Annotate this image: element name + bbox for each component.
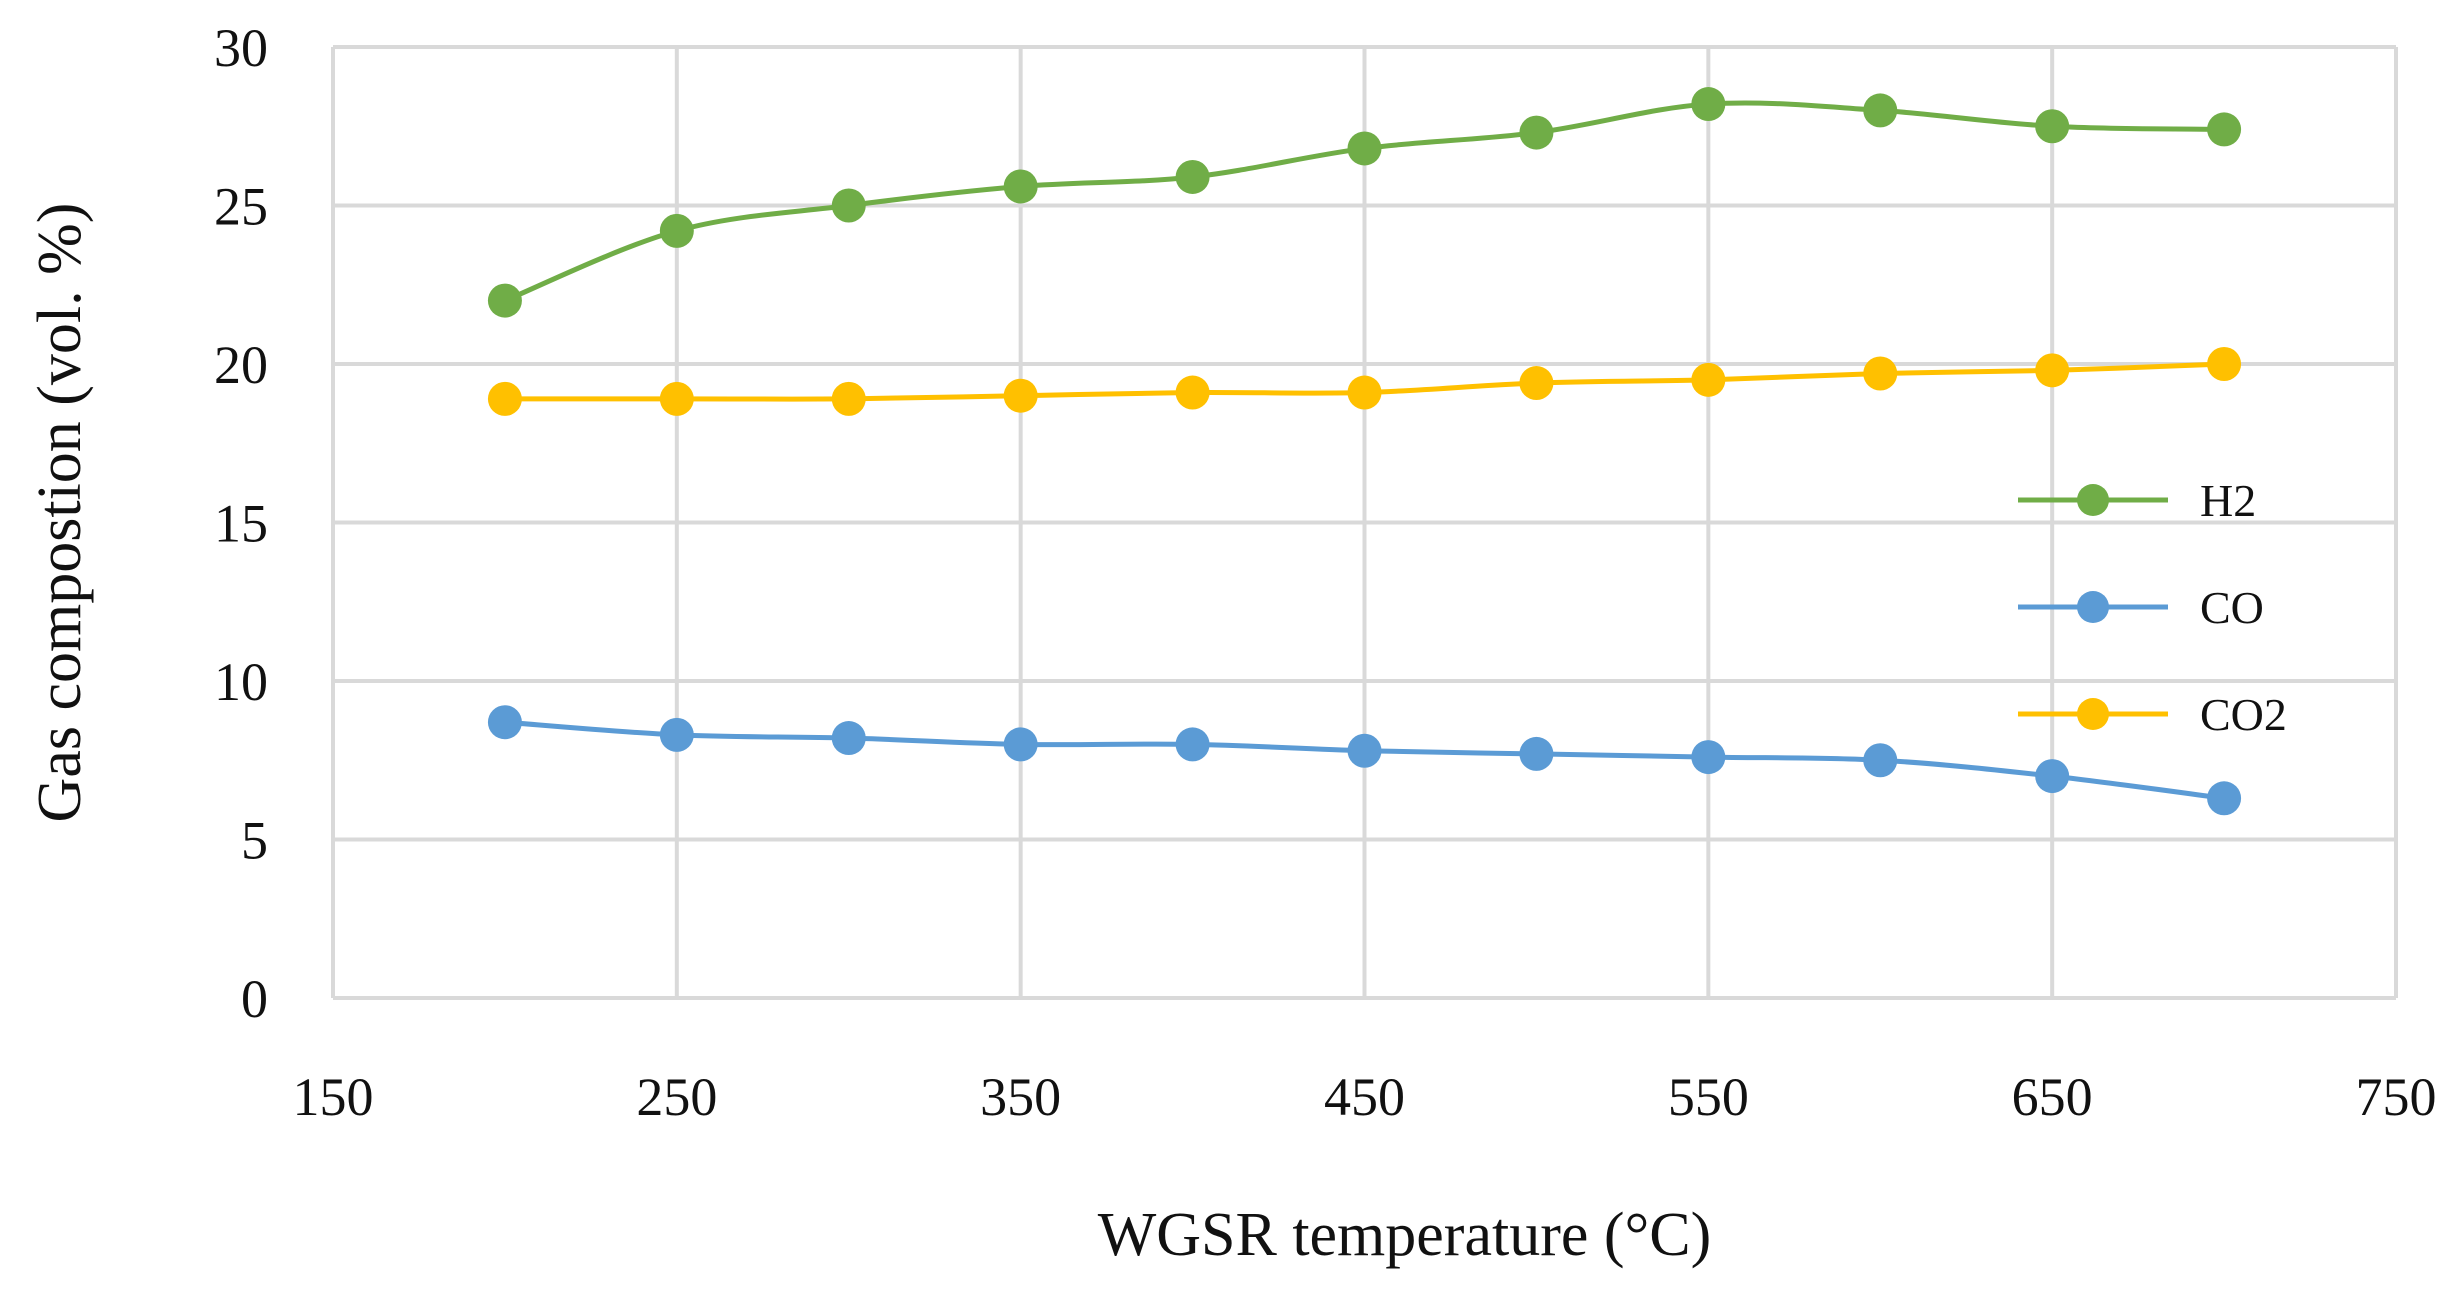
legend-marker-h2	[2077, 484, 2109, 516]
data-point-co2-500	[1519, 366, 1554, 401]
x-tick-label-1: 250	[636, 1067, 717, 1127]
data-point-co-350	[1003, 727, 1038, 762]
y-tick-label-4: 20	[214, 335, 268, 395]
grid	[331, 45, 2398, 1000]
legend-entry-co: CO	[2018, 582, 2264, 633]
data-point-co-700	[2207, 781, 2242, 816]
legend-marker-co	[2077, 591, 2109, 623]
data-point-h2-500	[1519, 115, 1554, 150]
data-point-co2-600	[1863, 356, 1898, 391]
data-point-co2-250	[659, 381, 694, 416]
legend-marker-co2	[2077, 698, 2109, 730]
data-point-co-250	[659, 717, 694, 752]
y-axis-title: Gas compostion (vol. %)	[26, 203, 94, 823]
data-point-h2-350	[1003, 169, 1038, 204]
data-point-co2-200	[487, 381, 522, 416]
data-point-h2-650	[2035, 109, 2070, 144]
series-h2	[487, 87, 2242, 318]
x-tick-label-6: 750	[2356, 1067, 2437, 1127]
data-point-h2-200	[487, 283, 522, 318]
data-point-co-400	[1175, 727, 1210, 762]
data-point-co-650	[2035, 759, 2070, 794]
legend-entry-co2: CO2	[2018, 689, 2287, 740]
x-tick-label-2: 350	[980, 1067, 1061, 1127]
data-point-co-600	[1863, 743, 1898, 778]
series-co	[487, 705, 2242, 816]
legend: H2 CO CO2	[2018, 475, 2287, 740]
data-point-co2-300	[831, 381, 866, 416]
legend-entry-h2: H2	[2018, 475, 2256, 526]
data-point-co2-350	[1003, 378, 1038, 413]
series-layer	[487, 87, 2242, 816]
y-tick-label-2: 10	[214, 652, 268, 712]
series-co2	[487, 347, 2242, 416]
data-point-co2-550	[1691, 362, 1726, 397]
y-tick-label-6: 30	[214, 18, 268, 78]
y-tick-label-0: 0	[241, 969, 268, 1029]
data-point-co-450	[1347, 733, 1382, 768]
data-point-h2-550	[1691, 87, 1726, 122]
y-tick-label-1: 5	[241, 811, 268, 871]
data-point-h2-250	[659, 213, 694, 248]
tick-labels: 150 250 350 450 550 650 750 0 5 10 15 20 25 30	[214, 18, 2437, 1127]
data-point-co2-700	[2207, 347, 2242, 381]
y-tick-label-3: 15	[214, 494, 268, 554]
y-tick-label-5: 25	[214, 177, 268, 237]
data-point-co-200	[487, 705, 522, 740]
legend-label-h2: H2	[2200, 475, 2256, 526]
data-point-h2-300	[831, 188, 866, 223]
data-point-co2-450	[1347, 375, 1382, 410]
legend-label-co: CO	[2200, 582, 2264, 633]
x-tick-label-3: 450	[1324, 1067, 1405, 1127]
data-point-h2-400	[1175, 159, 1210, 194]
data-point-co2-400	[1175, 375, 1210, 410]
data-point-co-300	[831, 721, 866, 756]
data-point-co-500	[1519, 736, 1554, 771]
x-tick-label-0: 150	[293, 1067, 374, 1127]
data-point-h2-450	[1347, 131, 1382, 166]
data-point-co-550	[1691, 740, 1726, 775]
data-point-co2-650	[2035, 353, 2070, 388]
x-tick-label-4: 550	[1668, 1067, 1749, 1127]
x-tick-label-5: 650	[2012, 1067, 2093, 1127]
x-axis-title: WGSR temperature (°C)	[1098, 1201, 1712, 1269]
data-point-h2-600	[1863, 93, 1898, 128]
legend-label-co2: CO2	[2200, 689, 2287, 740]
data-point-h2-700	[2207, 112, 2242, 147]
